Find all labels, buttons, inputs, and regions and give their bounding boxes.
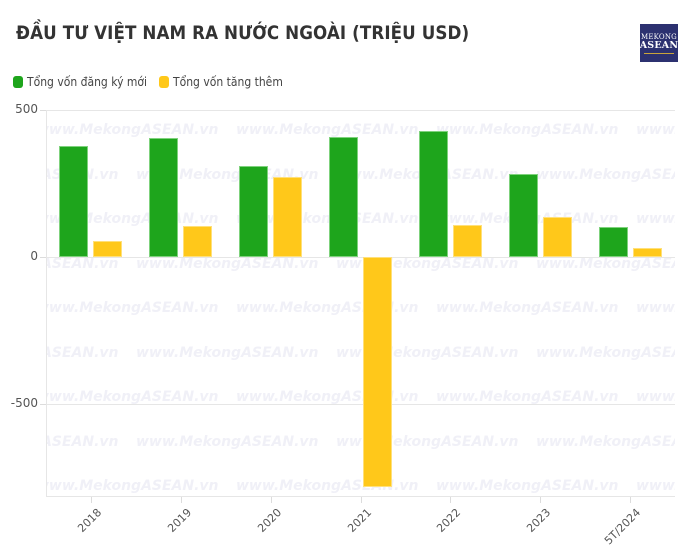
legend-item-new-capital[interactable]: Tổng vốn đăng ký mới <box>13 75 152 89</box>
x-tick-label: 2021 <box>344 506 374 535</box>
y-tick-mark <box>40 404 46 405</box>
x-tick-label: 2019 <box>164 506 194 535</box>
watermark-text: www.MekongASEAN.vn <box>636 211 675 227</box>
x-tick-label: 2018 <box>75 506 105 535</box>
bar-new-capital-5T-2024[interactable] <box>598 226 628 257</box>
x-tick-mark <box>361 497 362 503</box>
watermark-text: www.MekongASEAN.vn <box>636 478 675 494</box>
bar-new-capital-2020[interactable] <box>239 166 269 257</box>
bar-new-capital-2018[interactable] <box>59 145 89 257</box>
watermark-text: www.MekongASEAN.vn <box>46 344 119 361</box>
x-tick-mark <box>91 497 92 503</box>
watermark-text: www.MekongASEAN.vn <box>636 300 675 316</box>
logo-line-2: ASEAN <box>639 39 679 51</box>
logo-gold-rule <box>644 52 674 54</box>
watermark-text: www.MekongASEAN.vn <box>46 433 119 450</box>
bar-added-capital-2022[interactable] <box>452 224 482 257</box>
x-tick-mark <box>271 497 272 503</box>
watermark-text: www.MekongASEAN.vn <box>46 478 219 494</box>
y-tick-label: -500 <box>10 396 38 410</box>
bar-new-capital-2022[interactable] <box>418 131 448 257</box>
legend-label: Tổng vốn tăng thêm <box>173 75 284 89</box>
watermark-text: www.MekongASEAN.vn <box>636 122 675 138</box>
logo-line-1: MEKONG <box>641 32 677 41</box>
x-tick-label: 5T/2024 <box>601 506 644 548</box>
watermark-text: www.MekongASEAN.vn <box>536 344 675 361</box>
x-axis-line <box>46 496 675 497</box>
watermark-text: www.MekongASEAN.vn <box>536 166 675 183</box>
bar-added-capital-2019[interactable] <box>183 226 213 257</box>
legend-swatch-yellow-icon <box>159 76 170 88</box>
watermark-text: www.MekongASEAN.vn <box>136 344 319 361</box>
watermark-layer: www.MekongASEAN.vn www.MekongASEAN.vn www.… <box>46 110 675 496</box>
watermark-text: www.MekongASEAN.vn <box>46 389 219 405</box>
watermark-text: www.MekongASEAN.vn <box>536 433 675 450</box>
bar-added-capital-2023[interactable] <box>542 216 572 257</box>
legend-label: Tổng vốn đăng ký mới <box>27 75 148 89</box>
y-tick-label: 500 <box>15 102 38 116</box>
chart-title: ĐẦU TƯ VIỆT NAM RA NƯỚC NGOÀI (TRIỆU USD… <box>16 22 470 44</box>
gridline <box>46 257 675 258</box>
x-tick-mark <box>540 497 541 503</box>
watermark-text: www.MekongASEAN.vn <box>436 478 619 494</box>
x-tick-mark <box>181 497 182 503</box>
watermark-text: www.MekongASEAN.vn <box>136 433 319 450</box>
bar-new-capital-2023[interactable] <box>508 174 538 257</box>
bar-added-capital-2020[interactable] <box>273 177 303 257</box>
x-tick-label: 2022 <box>434 506 464 535</box>
bar-added-capital-2021[interactable] <box>363 256 392 487</box>
x-tick-label: 2023 <box>524 506 554 535</box>
legend-swatch-green-icon <box>13 76 23 88</box>
watermark-text: www.MekongASEAN.vn <box>436 122 619 138</box>
y-axis-line <box>46 110 47 496</box>
mekong-asean-logo: MEKONG ASEAN <box>640 24 678 62</box>
watermark-text: www.MekongASEAN.vn <box>46 122 219 138</box>
x-tick-mark <box>630 497 631 503</box>
chart-legend: Tổng vốn đăng ký mới Tổng vốn tăng thêm <box>13 75 287 89</box>
bar-added-capital-5T-2024[interactable] <box>632 247 662 257</box>
y-tick-mark <box>40 110 46 111</box>
y-tick-label: 0 <box>30 249 38 263</box>
watermark-text: www.MekongASEAN.vn <box>636 389 675 405</box>
bar-added-capital-2018[interactable] <box>93 240 123 257</box>
x-tick-mark <box>450 497 451 503</box>
plot-area: www.MekongASEAN.vn www.MekongASEAN.vn www.… <box>10 102 675 547</box>
watermark-text: www.MekongASEAN.vn <box>236 122 419 138</box>
gridline <box>46 110 675 111</box>
bar-new-capital-2021[interactable] <box>329 136 358 257</box>
gridline <box>46 404 675 405</box>
y-tick-mark <box>40 257 46 258</box>
watermark-text: www.MekongASEAN.vn <box>436 300 619 316</box>
watermark-text: www.MekongASEAN.vn <box>436 389 619 405</box>
legend-item-added-capital[interactable]: Tổng vốn tăng thêm <box>159 75 287 89</box>
bar-new-capital-2019[interactable] <box>149 137 179 257</box>
x-tick-label: 2020 <box>254 506 284 535</box>
watermark-text: www.MekongASEAN.vn <box>46 300 219 316</box>
